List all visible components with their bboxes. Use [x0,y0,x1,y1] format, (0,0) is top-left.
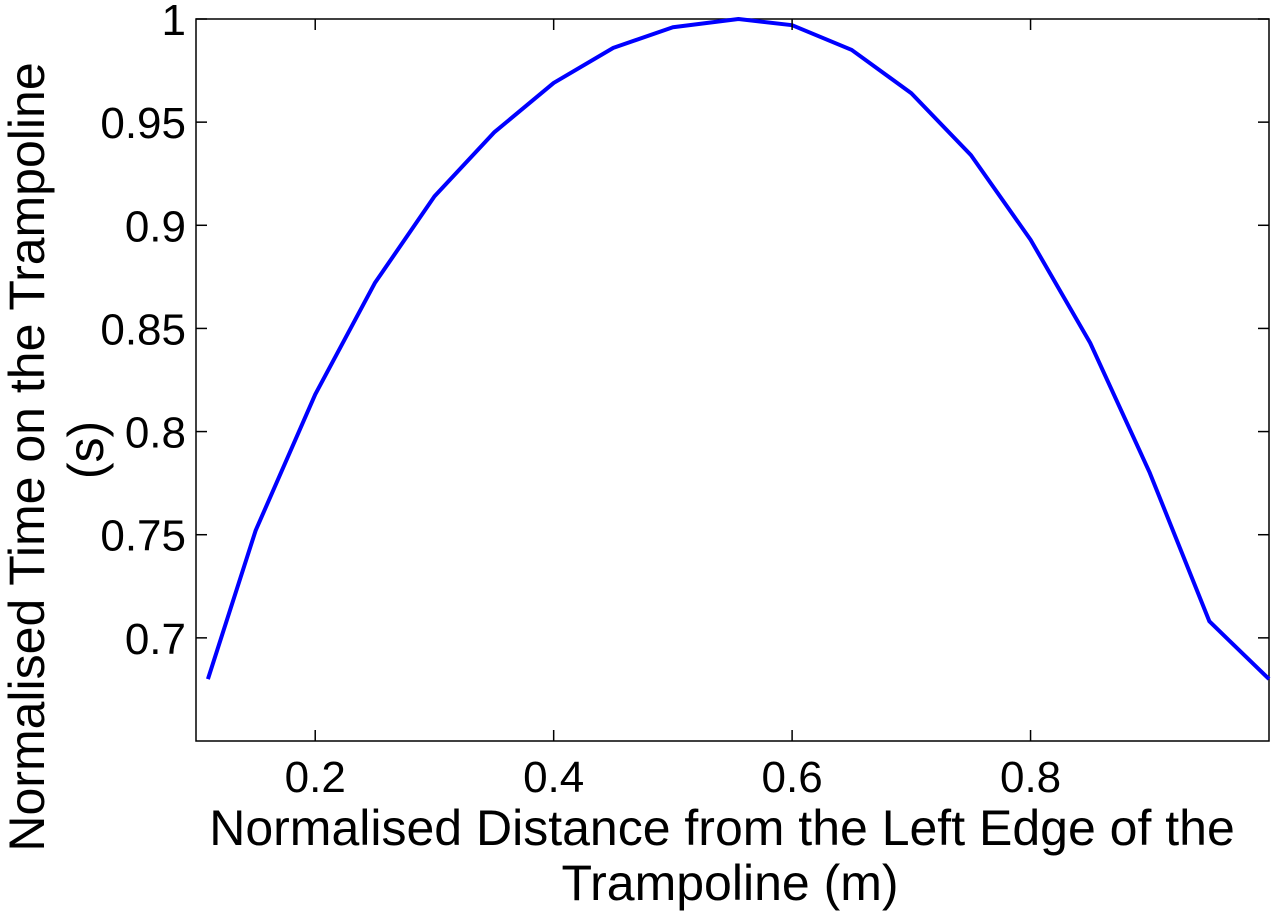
y-tick-label: 0.85 [100,305,186,354]
y-tick-label: 1 [162,0,186,45]
y-axis-title-line-2: (s) [58,421,114,479]
y-tick-label: 0.75 [100,512,186,561]
y-tick-label: 0.7 [125,615,186,664]
series-line-0 [206,17,1271,681]
y-axis-title-line-1: Normalised Time on the Trampoline [0,62,55,851]
y-tick-label: 0.95 [100,99,186,148]
x-tick-label: 0.8 [1000,753,1061,802]
x-tick-label: 0.4 [523,753,584,802]
x-axis-title-line-2: Trampoline (m) [561,855,898,911]
x-axis: 0.2 0.4 0.6 0.8 [285,19,1061,802]
x-tick-label: 0.2 [285,753,346,802]
y-tick-label: 0.8 [125,409,186,458]
plot-frame [195,18,1270,742]
x-tick-label: 0.6 [762,753,823,802]
x-axis-title-line-1: Normalised Distance from the Left Edge o… [209,800,1235,856]
y-tick-label: 0.9 [125,202,186,251]
y-axis: 0.7 0.75 0.8 0.85 0.9 0.95 1 [100,0,1269,664]
plot-area [195,18,1270,742]
axis-titles: Normalised Distance from the Left Edge o… [0,62,1235,911]
series-layer [206,17,1271,681]
